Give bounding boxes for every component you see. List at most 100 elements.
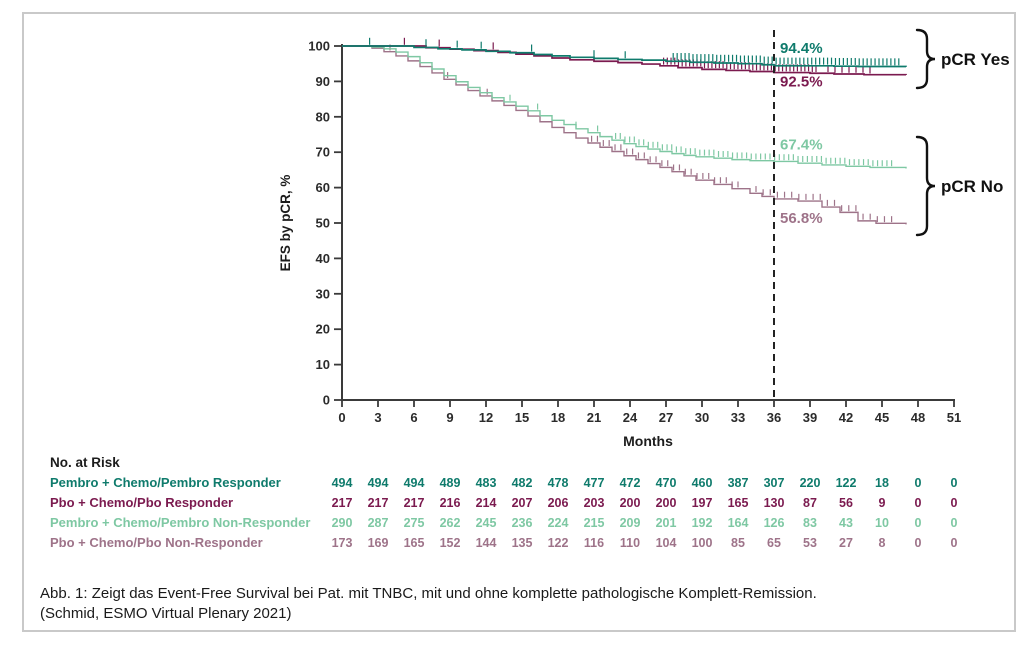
risk-count-cell: 203	[583, 496, 605, 510]
risk-count-cell: 197	[691, 496, 713, 510]
risk-count-cell: 494	[367, 476, 389, 490]
risk-count-cell: 472	[619, 476, 641, 490]
risk-count-cell: 216	[439, 496, 461, 510]
risk-count-cell: 43	[839, 516, 853, 530]
risk-row-values: 173 169 165 152 144 135 122 116 110 104 100 85 65 53 2…	[324, 533, 972, 553]
risk-count-cell: 220	[799, 476, 821, 490]
risk-row-label: Pbo + Chemo/Pbo Non-Responder	[50, 535, 263, 550]
risk-count-cell: 110	[619, 536, 641, 550]
caption-line-1: Abb. 1: Zeigt das Event-Free Survival be…	[40, 585, 817, 602]
risk-row: Pembro + Chemo/Pembro Responder 494 494 494…	[24, 473, 1018, 493]
x-tick-label: 6	[410, 410, 417, 425]
risk-count-cell: 460	[691, 476, 713, 490]
risk-count-cell: 173	[331, 536, 353, 550]
x-tick-label: 30	[695, 410, 709, 425]
risk-count-cell: 83	[803, 516, 817, 530]
risk-count-cell: 135	[511, 536, 533, 550]
risk-count-cell: 207	[511, 496, 533, 510]
risk-count-cell: 482	[511, 476, 533, 490]
risk-count-cell: 494	[403, 476, 425, 490]
x-tick-label: 21	[587, 410, 601, 425]
y-tick-label: 30	[316, 286, 330, 301]
rate-label: 94.4%	[780, 40, 823, 57]
group-label: pCR Yes	[941, 50, 1010, 69]
risk-row-values: 217 217 217 216 214 207 206 203 200 200 197 165 130 8…	[324, 493, 972, 513]
y-tick-label: 80	[316, 109, 330, 124]
x-tick-label: 45	[875, 410, 889, 425]
y-tick-label: 90	[316, 74, 330, 89]
x-tick-label: 48	[911, 410, 925, 425]
risk-count-cell: 224	[547, 516, 569, 530]
risk-count-cell: 0	[914, 496, 922, 510]
risk-count-cell: 200	[619, 496, 641, 510]
risk-row: Pbo + Chemo/Pbo Non-Responder 173 169 165 15…	[24, 533, 1018, 553]
risk-row-values: 290 287 275 262 245 236 224 215 209 201 192 164 126 8…	[324, 513, 972, 533]
risk-count-cell: 262	[439, 516, 461, 530]
risk-table-rows: Pembro + Chemo/Pembro Responder 494 494 494…	[24, 473, 1018, 553]
risk-count-cell: 27	[839, 536, 853, 550]
x-tick-label: 24	[623, 410, 638, 425]
x-tick-label: 51	[947, 410, 961, 425]
risk-count-cell: 236	[511, 516, 533, 530]
risk-count-cell: 144	[475, 536, 497, 550]
risk-count-cell: 307	[763, 476, 785, 490]
risk-count-cell: 0	[914, 536, 922, 550]
x-tick-label: 42	[839, 410, 853, 425]
risk-count-cell: 10	[875, 516, 889, 530]
x-tick-label: 3	[374, 410, 381, 425]
risk-count-cell: 494	[331, 476, 353, 490]
risk-row-label: Pembro + Chemo/Pembro Responder	[50, 475, 281, 490]
y-tick-label: 50	[316, 216, 330, 231]
risk-count-cell: 56	[839, 496, 853, 510]
risk-count-cell: 122	[835, 476, 857, 490]
risk-count-cell: 483	[475, 476, 497, 490]
risk-count-cell: 215	[583, 516, 605, 530]
risk-count-cell: 130	[763, 496, 785, 510]
curve-annotations: 56.8% 67.4% 92.5% 94.4% pCR Yes pCR No	[780, 28, 1010, 237]
risk-count-cell: 387	[727, 476, 749, 490]
rate-label: 56.8%	[780, 210, 823, 227]
group-label: pCR No	[941, 177, 1003, 196]
risk-count-cell: 65	[767, 536, 781, 550]
risk-row: Pbo + Chemo/Pbo Responder 217 217 217 216 214…	[24, 493, 1018, 513]
risk-count-cell: 0	[914, 516, 922, 530]
x-tick-label: 0	[338, 410, 345, 425]
risk-count-cell: 217	[331, 496, 353, 510]
x-axis-title: Months	[623, 433, 673, 449]
x-tick-label: 12	[479, 410, 493, 425]
caption-line-2: (Schmid, ESMO Virtual Plenary 2021)	[40, 604, 292, 622]
y-tick-label: 0	[323, 393, 330, 408]
risk-table-title: No. at Risk	[50, 455, 120, 470]
group-brace	[915, 135, 936, 237]
risk-count-cell: 9	[878, 496, 886, 510]
risk-count-cell: 8	[878, 536, 886, 550]
risk-row-values: 494 494 494 489 483 482 478 477 472 470 460 387 307 2…	[324, 473, 972, 493]
figure-caption: Abb. 1: Zeigt das Event-Free Survival be…	[40, 584, 1000, 623]
risk-count-cell: 85	[731, 536, 745, 550]
risk-count-cell: 217	[367, 496, 389, 510]
risk-count-cell: 169	[367, 536, 389, 550]
risk-count-cell: 192	[691, 516, 713, 530]
risk-count-cell: 477	[583, 476, 605, 490]
x-tick-label: 36	[767, 410, 781, 425]
risk-count-cell: 201	[655, 516, 677, 530]
risk-count-cell: 275	[403, 516, 425, 530]
risk-count-cell: 122	[547, 536, 569, 550]
risk-count-cell: 290	[331, 516, 353, 530]
risk-count-cell: 245	[475, 516, 497, 530]
x-tick-label: 15	[515, 410, 529, 425]
risk-count-cell: 126	[763, 516, 785, 530]
risk-count-cell: 206	[547, 496, 569, 510]
rate-label: 67.4%	[780, 136, 823, 153]
x-tick-label: 33	[731, 410, 745, 425]
risk-count-cell: 217	[403, 496, 425, 510]
survival-curves	[342, 37, 907, 225]
x-tick-label: 39	[803, 410, 817, 425]
risk-count-cell: 0	[914, 476, 922, 490]
risk-count-cell: 18	[875, 476, 889, 490]
risk-count-cell: 0	[950, 516, 958, 530]
km-curve	[342, 45, 907, 68]
number-at-risk-table: No. at Risk Pembro + Chemo/Pembro Respon…	[24, 453, 1018, 553]
